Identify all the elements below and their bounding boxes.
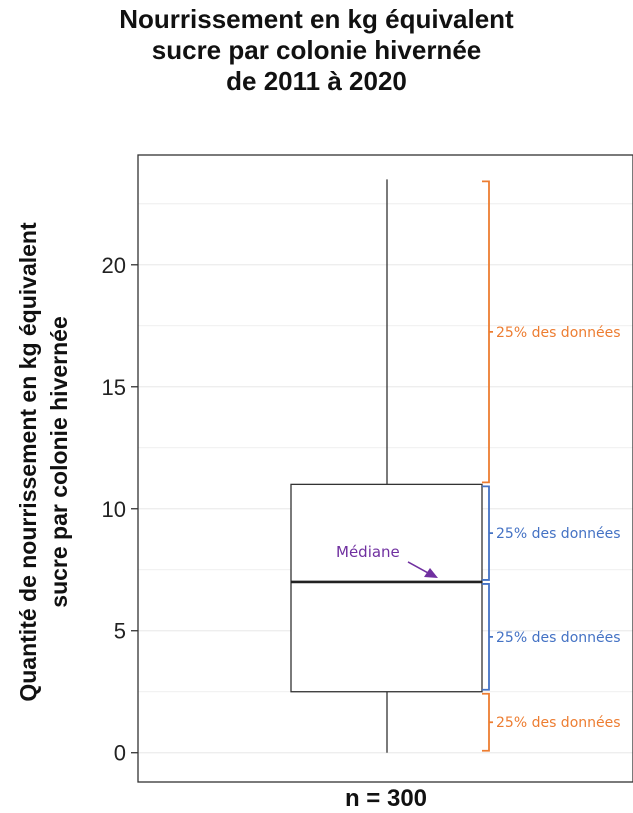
third-quartile-bracket	[482, 485, 493, 581]
plot-panel	[137, 154, 633, 783]
y-axis-label-line-1: Quantité de nourrissement en kg équivale…	[15, 222, 41, 702]
y-tick-label: 15	[102, 375, 126, 400]
second-quartile-bracket	[482, 583, 493, 691]
lower-quartile-bracket	[482, 692, 493, 752]
title-line-1: Nourrissement en kg équivalent	[119, 4, 514, 34]
chart-title: Nourrissement en kg équivalent sucre par…	[0, 4, 633, 97]
y-axis-label-line-2: sucre par colonie hivernée	[46, 316, 72, 607]
x-axis-label: n = 300	[345, 785, 427, 812]
title-line-2: sucre par colonie hivernée	[151, 35, 482, 65]
upper-quartile-bracket	[482, 180, 493, 484]
quartile-brackets: 25% des données 25% des données 25% des do…	[336, 180, 621, 752]
y-tick-label: 0	[114, 741, 126, 766]
title-line-3: de 2011 à 2020	[226, 66, 407, 96]
median-arrow-line	[407, 561, 429, 574]
median-arrow-head	[424, 567, 438, 578]
y-tick-label: 10	[102, 497, 126, 522]
upper-quartile-label: 25% des données	[496, 325, 621, 341]
third-quartile-label: 25% des données	[496, 526, 621, 542]
iqr-box	[290, 483, 483, 693]
second-quartile-label: 25% des données	[496, 630, 621, 646]
lower-quartile-label: 25% des données	[496, 715, 621, 731]
y-axis-ticks: 0 5 10 15 20	[102, 253, 138, 766]
box-plot	[290, 179, 483, 753]
median-annotation-label: Médiane	[336, 543, 400, 561]
y-tick-label: 5	[114, 619, 126, 644]
y-tick-label: 20	[102, 253, 126, 278]
